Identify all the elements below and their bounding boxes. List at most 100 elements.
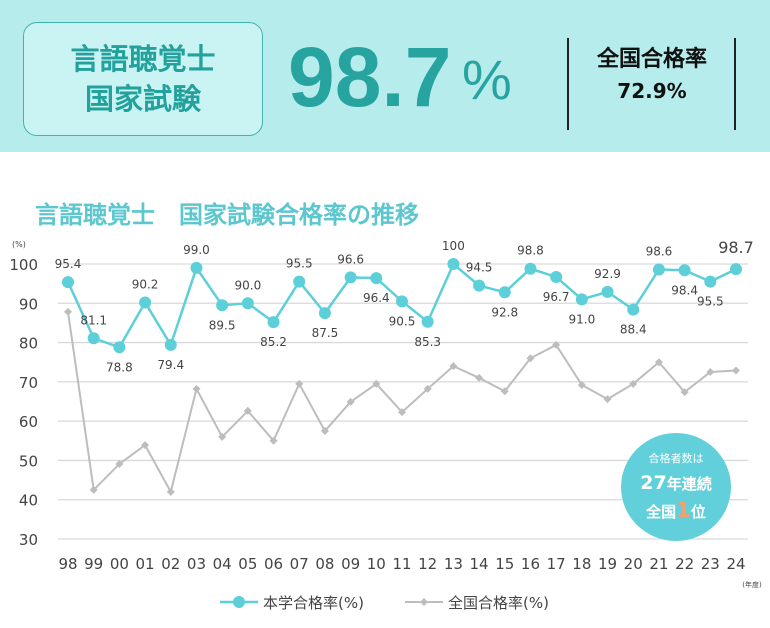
school-point — [216, 299, 229, 312]
divider-left — [567, 38, 569, 130]
data-label: 89.5 — [209, 318, 236, 332]
school-point — [421, 315, 434, 328]
exam-name-box: 言語聴覚士 国家試験 — [23, 22, 263, 136]
x-tick-label: 08 — [315, 555, 334, 573]
x-tick-label: 15 — [495, 555, 514, 573]
school-point — [396, 295, 408, 308]
legend-school-label: 本学合格率(%) — [263, 594, 364, 612]
national-point — [449, 362, 458, 371]
x-tick-label: 01 — [136, 555, 155, 573]
national-point — [192, 384, 201, 393]
school-point — [601, 285, 614, 298]
x-tick-label: 06 — [264, 555, 283, 573]
school-point — [190, 261, 203, 274]
y-tick-label: 50 — [19, 452, 38, 470]
x-tick-label: 98 — [58, 555, 77, 573]
x-tick-label: 23 — [701, 555, 720, 573]
data-label: 90.2 — [132, 278, 159, 292]
data-label: 79.4 — [157, 358, 184, 372]
x-tick-label: 11 — [392, 555, 411, 573]
data-label: 96.6 — [337, 252, 364, 266]
x-tick-label: 20 — [624, 555, 643, 573]
data-label: 98.8 — [517, 244, 544, 258]
data-label: 95.5 — [286, 257, 313, 271]
x-axis-unit: (年度) — [742, 580, 762, 589]
y-axis-unit: (%) — [12, 240, 26, 249]
y-tick-label: 30 — [19, 531, 38, 549]
school-point — [370, 272, 383, 285]
school-point — [575, 293, 588, 306]
national-point — [346, 397, 355, 406]
y-tick-label: 100 — [9, 256, 38, 274]
x-tick-label: 12 — [418, 555, 437, 573]
national-point — [500, 387, 509, 396]
ranking-badge: 合格者数は 27年連続 全国1位 — [621, 433, 731, 541]
school-point — [113, 341, 126, 354]
school-point — [473, 279, 486, 292]
school-point — [62, 276, 74, 289]
badge-years: 27 — [640, 472, 667, 494]
national-point — [423, 384, 432, 393]
national-point — [552, 340, 561, 349]
national-point — [603, 395, 612, 404]
x-tick-label: 19 — [598, 555, 617, 573]
national-point — [295, 379, 304, 388]
y-tick-label: 70 — [19, 374, 38, 392]
data-label: 92.8 — [491, 305, 518, 319]
national-point — [732, 366, 740, 375]
national-point — [115, 459, 124, 468]
national-point — [398, 408, 406, 417]
x-tick-label: 18 — [572, 555, 591, 573]
x-tick-label: 10 — [367, 555, 386, 573]
data-label: 94.5 — [466, 261, 493, 275]
badge-line1: 合格者数は — [648, 452, 704, 465]
data-label: 85.3 — [414, 335, 441, 349]
national-point — [706, 368, 715, 377]
x-tick-label: 07 — [290, 555, 309, 573]
y-tick-label: 90 — [19, 295, 38, 313]
national-point — [526, 354, 535, 363]
national-point — [654, 358, 663, 367]
national-point — [64, 307, 72, 316]
national-point — [89, 485, 98, 494]
national-point — [577, 381, 586, 389]
data-label: 81.1 — [80, 313, 107, 327]
data-label: 96.4 — [363, 291, 390, 305]
chart-title: 言語聴覚士 国家試験合格率の推移 — [35, 201, 419, 229]
data-label: 92.9 — [594, 267, 621, 281]
data-label: 91.0 — [568, 312, 595, 326]
x-tick-label: 13 — [444, 555, 463, 573]
y-tick-label: 40 — [19, 492, 38, 510]
data-label: 96.7 — [543, 290, 570, 304]
school-point — [524, 262, 537, 275]
school-point — [164, 338, 177, 351]
national-point — [218, 432, 227, 441]
badge-years-suffix: 年連続 — [666, 475, 712, 493]
y-tick-label: 60 — [19, 413, 38, 431]
x-tick-label: 00 — [110, 555, 129, 573]
national-rate-label: 全国合格率 — [596, 47, 707, 72]
national-rate-value: 72.9% — [617, 79, 687, 103]
school-point — [293, 275, 306, 288]
national-point — [166, 487, 175, 496]
badge-prefix: 全国 — [646, 503, 677, 521]
national-point — [141, 441, 150, 450]
data-label: 87.5 — [312, 326, 339, 340]
x-tick-label: 99 — [84, 555, 103, 573]
x-tick-label: 22 — [675, 555, 694, 573]
x-tick-label: 24 — [726, 555, 745, 573]
national-point — [475, 373, 484, 382]
national-rate-block: 全国合格率 72.9% — [569, 44, 735, 106]
x-tick-label: 05 — [238, 555, 257, 573]
exam-name-line1: 言語聴覚士 — [70, 42, 216, 76]
data-label: 78.8 — [106, 360, 133, 374]
y-tick-label: 80 — [19, 335, 38, 353]
legend-school-marker — [233, 596, 245, 608]
header-banner: 言語聴覚士 国家試験 98.7 % 全国合格率 72.9% — [0, 0, 770, 152]
data-label: 88.4 — [620, 323, 647, 337]
x-tick-label: 14 — [470, 555, 489, 573]
x-tick-label: 21 — [649, 555, 668, 573]
data-label: 99.0 — [183, 243, 210, 257]
x-tick-label: 04 — [213, 555, 232, 573]
badge-line3: 全国1位 — [621, 497, 731, 525]
